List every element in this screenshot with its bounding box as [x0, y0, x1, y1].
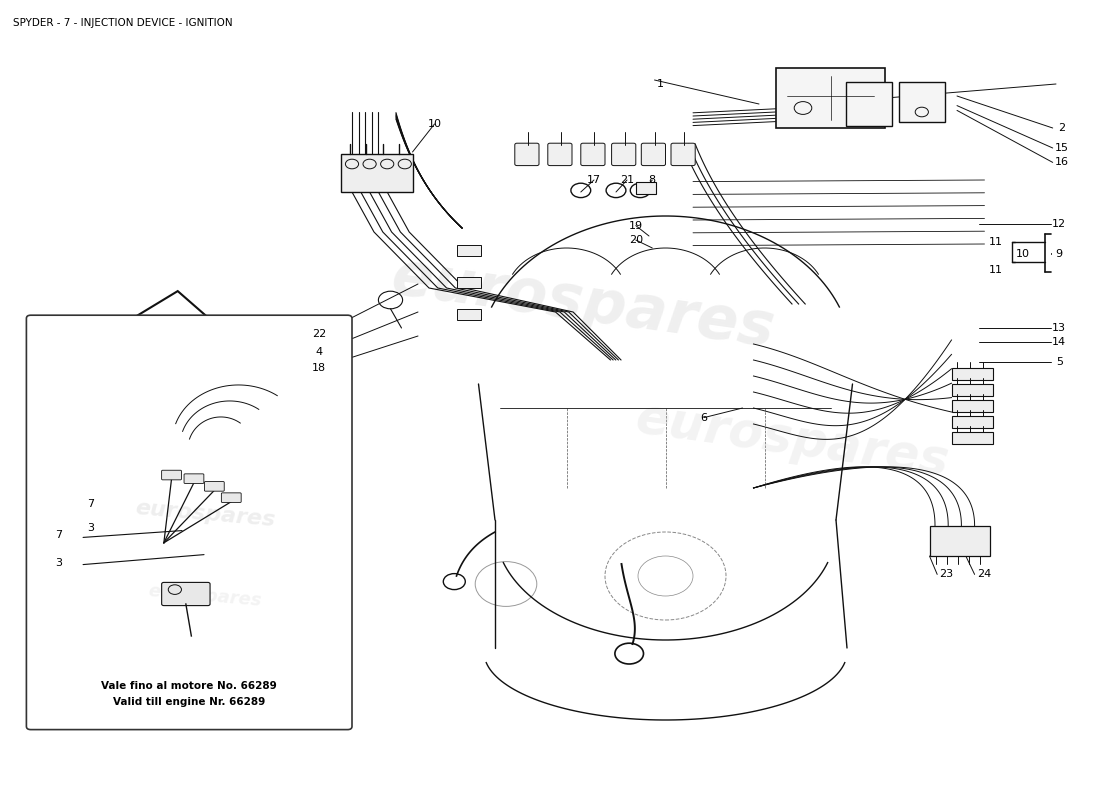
FancyBboxPatch shape — [776, 68, 886, 128]
Text: 20: 20 — [629, 235, 642, 245]
Text: 5: 5 — [1056, 357, 1063, 366]
FancyBboxPatch shape — [341, 154, 412, 192]
FancyBboxPatch shape — [205, 482, 224, 491]
Text: 13: 13 — [1053, 323, 1066, 333]
Text: SPYDER - 7 - INJECTION DEVICE - IGNITION: SPYDER - 7 - INJECTION DEVICE - IGNITION — [13, 18, 233, 27]
FancyBboxPatch shape — [846, 82, 892, 126]
Text: eurospares: eurospares — [134, 498, 276, 530]
Text: 11: 11 — [989, 266, 1002, 275]
Text: eurospares: eurospares — [632, 394, 952, 486]
Text: 24: 24 — [978, 570, 991, 579]
FancyBboxPatch shape — [581, 143, 605, 166]
Text: 2: 2 — [1058, 123, 1065, 133]
Text: 3: 3 — [55, 558, 62, 568]
FancyBboxPatch shape — [221, 493, 241, 502]
FancyBboxPatch shape — [671, 143, 695, 166]
FancyBboxPatch shape — [899, 82, 945, 122]
Text: 19: 19 — [629, 221, 642, 230]
Text: 11: 11 — [989, 238, 1002, 247]
Text: 10: 10 — [428, 119, 441, 129]
Text: 7: 7 — [87, 499, 94, 509]
FancyBboxPatch shape — [515, 143, 539, 166]
FancyBboxPatch shape — [952, 384, 993, 396]
Text: 10: 10 — [1016, 250, 1030, 259]
Text: 6: 6 — [701, 413, 707, 422]
Text: 12: 12 — [1053, 219, 1066, 229]
FancyBboxPatch shape — [930, 526, 990, 556]
Text: 18: 18 — [312, 363, 326, 373]
Text: eurospares: eurospares — [387, 248, 779, 360]
FancyBboxPatch shape — [612, 143, 636, 166]
Text: 22: 22 — [312, 330, 326, 339]
FancyBboxPatch shape — [456, 277, 481, 288]
Text: 4: 4 — [316, 347, 322, 357]
FancyArrow shape — [94, 291, 207, 364]
FancyBboxPatch shape — [952, 400, 993, 412]
Text: 21: 21 — [620, 175, 634, 185]
Text: 23: 23 — [939, 570, 953, 579]
Text: 14: 14 — [1053, 338, 1066, 347]
FancyBboxPatch shape — [636, 182, 656, 194]
FancyBboxPatch shape — [952, 432, 993, 444]
Text: eurospares: eurospares — [147, 582, 263, 610]
FancyBboxPatch shape — [184, 474, 204, 483]
FancyBboxPatch shape — [162, 470, 182, 480]
FancyBboxPatch shape — [456, 245, 481, 256]
FancyBboxPatch shape — [548, 143, 572, 166]
FancyBboxPatch shape — [641, 143, 666, 166]
Text: 9: 9 — [1056, 250, 1063, 259]
Text: 15: 15 — [1055, 143, 1068, 153]
FancyBboxPatch shape — [952, 416, 993, 428]
Text: Valid till engine Nr. 66289: Valid till engine Nr. 66289 — [113, 697, 265, 706]
Text: 1: 1 — [657, 79, 663, 89]
FancyBboxPatch shape — [952, 368, 993, 380]
FancyBboxPatch shape — [26, 315, 352, 730]
Text: 3: 3 — [87, 523, 94, 533]
FancyBboxPatch shape — [456, 309, 481, 320]
Text: 17: 17 — [587, 175, 601, 185]
Text: 7: 7 — [55, 530, 62, 541]
Text: 8: 8 — [649, 175, 656, 185]
FancyBboxPatch shape — [162, 582, 210, 606]
Text: Vale fino al motore No. 66289: Vale fino al motore No. 66289 — [101, 682, 277, 691]
Text: 16: 16 — [1055, 158, 1068, 167]
